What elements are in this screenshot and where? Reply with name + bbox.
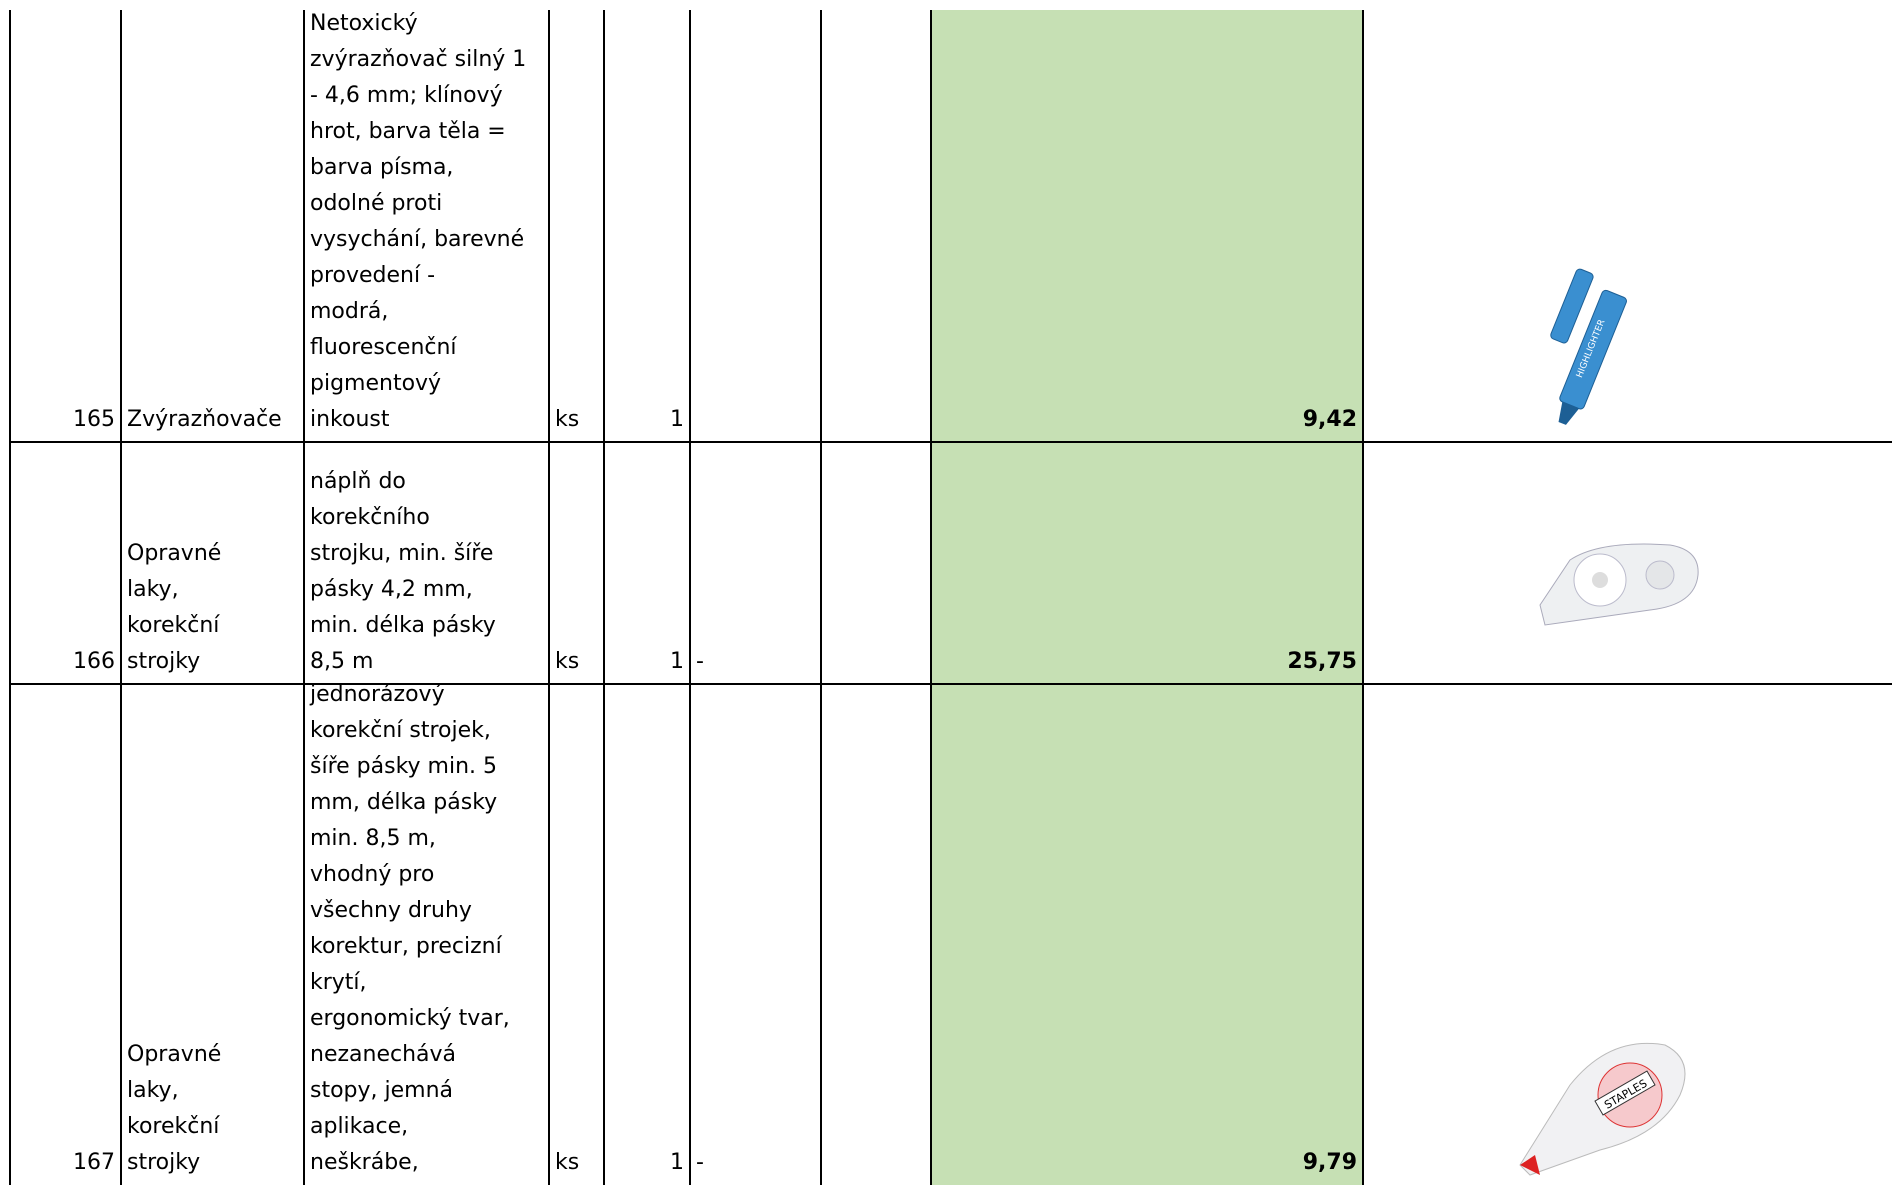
text-line: modrá, [310,299,389,324]
text-line: min. 8,5 m, [310,826,436,851]
row-number: 166 [10,442,121,680]
text-line: ks [555,649,580,674]
text-line: pásky 4,2 mm, [310,577,473,602]
text-line: barva písma, [310,155,454,180]
text-line: korekční [127,613,220,638]
unit: ks [549,442,604,680]
note: - [690,684,821,1181]
text-line: laky, [127,577,179,602]
quantity: 1 [604,10,690,438]
text-line: provedení - [310,263,436,288]
text-line: 8,5 m [310,649,374,674]
text-line: strojku, min. šíře [310,541,494,566]
column-border [689,10,691,1185]
text-line: korekční [127,1114,220,1139]
text-line: - 4,6 mm; klínový [310,83,503,108]
column-border [820,10,822,1185]
highlight-column [931,10,1363,1185]
text-line: vysychání, barevné [310,227,525,252]
text-line: korekční strojek, [310,718,491,743]
text-line: pigmentový [310,371,442,396]
text-line: vhodný pro [310,862,435,887]
text-line: korektur, precizní [310,934,502,959]
description: náplň do korekčního strojku, min. šíře pásk… [304,442,549,680]
unit: ks [549,10,604,438]
text-line: laky, [127,1078,179,1103]
text-line: 165 [73,407,115,432]
price: 25,75 [931,442,1363,680]
text-line: min. délka pásky [310,613,496,638]
text-line: stopy, jemná [310,1078,454,1103]
unit: ks [549,684,604,1181]
price: 9,79 [931,684,1363,1181]
row-border [10,441,1892,443]
correction-tape-image [1539,543,1699,626]
quantity: 1 [604,684,690,1181]
text-line: krytí, [310,970,367,995]
text-line: 25,75 [1287,649,1357,674]
column-border [603,10,605,1185]
row-number: 167 [10,684,121,1181]
text-line: Opravné [127,541,222,566]
text-line: neškrábe, [310,1150,419,1175]
text-line: fluorescenční [310,335,457,360]
text-line: Netoxický [310,11,418,36]
text-line: 166 [73,649,115,674]
text-line: inkoust [310,407,390,432]
column-border [303,10,305,1185]
text-line: Opravné [127,1042,222,1067]
text-line: hrot, barva těla = [310,119,506,144]
column-border [120,10,122,1185]
correction-tape-image: STAPLES [1519,1042,1686,1176]
text-line: aplikace, [310,1114,409,1139]
text-line: - [696,649,704,674]
category: Zvýrazňovače [121,10,304,438]
text-line: Zvýrazňovače [127,407,282,432]
text-line: korekčního [310,505,430,530]
category: Opravné laky, korekční strojky [121,442,304,680]
category: Opravné laky, korekční strojky [121,684,304,1181]
column-border [1362,10,1364,1185]
text-line: náplň do [310,469,406,494]
note: - [690,442,821,680]
text-line: 1 [670,649,684,674]
text-line: 167 [73,1150,115,1175]
text-line: ergonomický tvar, [310,1006,510,1031]
highlighter-image: HIGHLIGHTER [1550,268,1627,425]
text-line: ks [555,407,580,432]
text-line: mm, délka pásky [310,790,498,815]
text-line: 1 [670,1150,684,1175]
text-line: - [696,1150,704,1175]
text-line: 1 [670,407,684,432]
text-line: odolné proti [310,191,443,216]
description: Netoxický zvýrazňovač silný 1 - 4,6 mm; kl… [304,10,549,438]
row-number: 165 [10,10,121,438]
text-line: strojky [127,649,201,674]
text-line: nezanechává [310,1042,457,1067]
column-border [930,10,932,1185]
text-line: ks [555,1150,580,1175]
price: 9,42 [931,10,1363,438]
text-line: jednorázový [310,684,445,707]
row-border [10,683,1892,685]
description: jednorázový korekční strojek, šíře pásky m… [304,684,549,1181]
text-line: všechny druhy [310,898,472,923]
text-line: 9,79 [1302,1150,1357,1175]
text-line: zvýrazňovač silný 1 [310,47,527,72]
text-line: strojky [127,1150,201,1175]
text-line: 9,42 [1302,407,1357,432]
text-line: šíře pásky min. 5 [310,754,498,779]
column-border [548,10,550,1185]
quantity: 1 [604,442,690,680]
column-border [9,10,11,1185]
